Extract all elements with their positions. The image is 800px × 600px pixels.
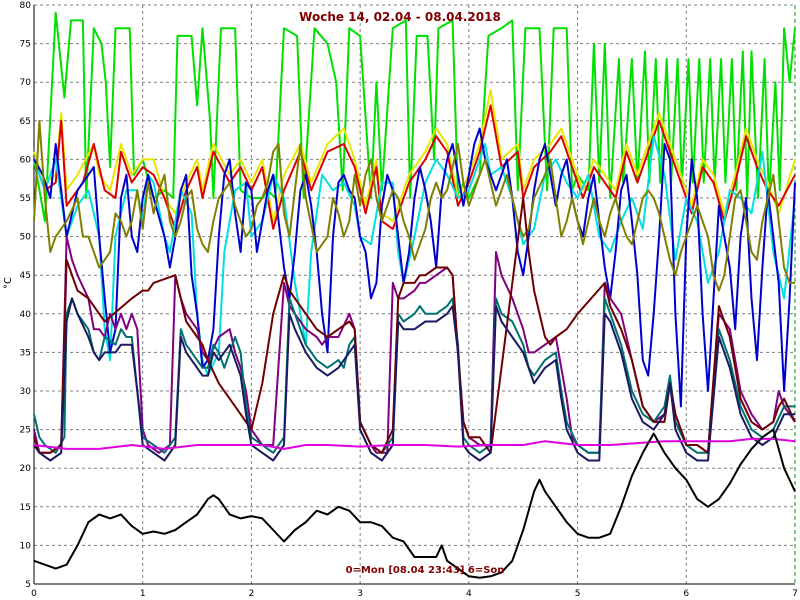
y-tick-label: 70 <box>20 78 32 88</box>
y-tick-label: 55 <box>20 194 31 204</box>
y-tick-label: 40 <box>20 310 32 320</box>
chart-footer: 0=Mon [08.04 23:43] 6=Son <box>346 565 505 576</box>
series-line <box>33 104 796 230</box>
y-tick-label: 60 <box>20 155 32 165</box>
series-line <box>33 135 796 377</box>
series-line <box>33 127 796 408</box>
y-tick-label: 30 <box>20 387 32 397</box>
x-tick-label: 4 <box>466 589 472 599</box>
series-line <box>33 119 795 292</box>
axes <box>33 5 796 585</box>
y-tick-label: 50 <box>20 233 32 243</box>
y-tick-label: 20 <box>20 464 32 474</box>
x-tick-label: 5 <box>575 589 581 599</box>
y-tick-label: 80 <box>20 1 32 11</box>
series-lines <box>33 11 796 579</box>
y-tick-label: 10 <box>20 541 32 551</box>
y-tick-label: 65 <box>20 117 31 127</box>
series-line <box>33 297 795 462</box>
y-axis-label: °C <box>3 277 14 289</box>
x-tick-label: 3 <box>357 589 363 599</box>
y-tick-label: 5 <box>25 580 31 590</box>
chart-title: Woche 14, 02.04 - 08.04.2018 <box>299 10 501 24</box>
y-tick-label: 45 <box>20 271 31 281</box>
y-tick-label: 15 <box>20 503 31 513</box>
y-tick-label: 35 <box>20 348 31 358</box>
x-tick-label: 7 <box>792 589 798 599</box>
series-line <box>33 437 796 450</box>
series-line <box>33 428 796 579</box>
y-tick-label: 75 <box>20 40 31 50</box>
x-tick-label: 6 <box>683 589 689 599</box>
y-tick-label: 25 <box>20 426 31 436</box>
x-tick-label: 1 <box>140 589 146 599</box>
x-tick-label: 0 <box>31 589 37 599</box>
series-line <box>33 88 796 223</box>
x-tick-label: 2 <box>249 589 255 599</box>
